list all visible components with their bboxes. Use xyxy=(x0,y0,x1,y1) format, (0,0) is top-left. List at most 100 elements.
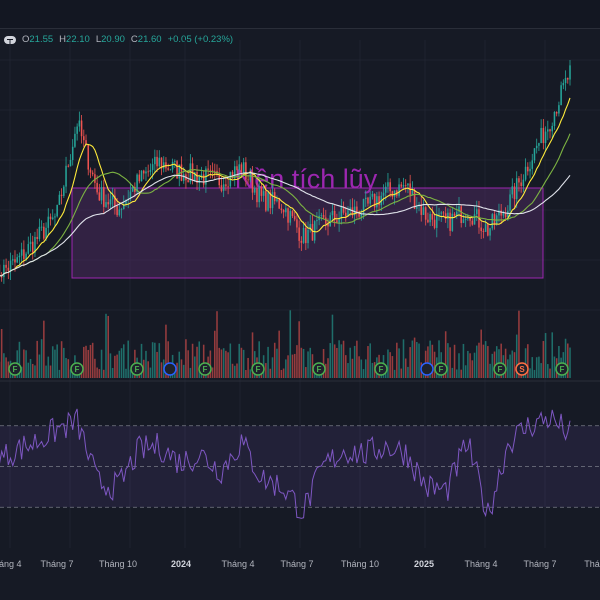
event-marker[interactable]: F xyxy=(312,362,326,376)
candle-body xyxy=(233,166,236,179)
volume-bar xyxy=(265,363,267,378)
volume-bar xyxy=(291,354,294,378)
volume-bar xyxy=(480,329,482,378)
candle-body xyxy=(540,127,542,144)
candle-body xyxy=(402,185,405,187)
candle-body xyxy=(265,191,267,211)
volume-bar xyxy=(125,368,127,378)
event-marker-circle xyxy=(555,362,569,376)
volume-bar xyxy=(447,343,449,378)
volume-bar xyxy=(493,351,496,378)
ma-slow-line xyxy=(0,172,571,277)
volume-bar xyxy=(558,346,560,378)
candle-body xyxy=(522,179,525,187)
candle-body xyxy=(289,211,292,223)
volume-bar xyxy=(38,354,41,378)
event-marker-label: F xyxy=(317,365,322,374)
candle-body xyxy=(391,191,394,197)
candle-body xyxy=(358,212,360,217)
candle-body xyxy=(202,174,205,185)
event-marker[interactable]: F xyxy=(70,362,84,376)
volume-bar xyxy=(129,369,132,378)
x-tick-label: Tháng 10 xyxy=(98,559,138,569)
candle-body xyxy=(331,210,334,216)
volume-bar xyxy=(369,343,371,378)
volume-bar xyxy=(34,365,36,378)
volume-bar xyxy=(276,348,278,378)
volume-bar xyxy=(533,369,536,378)
volume-bar xyxy=(540,363,542,378)
collapse-legend-button[interactable] xyxy=(4,35,16,44)
candle-body xyxy=(336,220,338,223)
event-marker[interactable]: F xyxy=(434,362,448,376)
candle-body xyxy=(23,249,25,259)
event-marker[interactable]: S xyxy=(515,362,529,376)
event-marker[interactable]: F xyxy=(374,362,388,376)
volume-bar xyxy=(287,355,289,378)
candle-body xyxy=(96,182,98,193)
candle-body xyxy=(473,214,476,225)
volume-bar xyxy=(544,333,547,378)
candle-body xyxy=(291,211,294,217)
volume-bar xyxy=(69,369,72,378)
candle-body xyxy=(555,112,558,114)
candle-body xyxy=(136,174,138,192)
event-marker[interactable]: F xyxy=(555,362,569,376)
event-marker[interactable]: F xyxy=(198,362,212,376)
event-marker[interactable]: F xyxy=(8,362,22,376)
minus-icon xyxy=(7,38,13,41)
candle-body xyxy=(500,210,502,216)
volume-bar xyxy=(429,340,431,378)
volume-bar xyxy=(156,351,158,378)
volume-bar xyxy=(413,337,416,378)
candle-body xyxy=(329,215,332,227)
candle-body xyxy=(7,267,10,271)
candle-body xyxy=(438,213,440,215)
volume-bar xyxy=(271,357,274,378)
volume-bar xyxy=(467,350,469,378)
candle-body xyxy=(333,210,336,221)
candle-body xyxy=(436,213,438,228)
event-marker-circle xyxy=(312,362,326,376)
volume-bar xyxy=(0,328,3,378)
volume-bar xyxy=(216,311,218,378)
volume-bar xyxy=(471,360,474,378)
volume-bar xyxy=(45,365,47,378)
event-marker[interactable]: F xyxy=(493,362,507,376)
volume-bar xyxy=(105,313,107,378)
candle-body xyxy=(364,197,367,200)
candle-body xyxy=(176,161,178,179)
volume-bar xyxy=(18,341,21,378)
candle-body xyxy=(94,174,96,183)
volume-bar xyxy=(233,365,236,378)
candle-body xyxy=(507,210,509,218)
volume-bar xyxy=(100,349,103,378)
volume-bar xyxy=(229,343,232,378)
volume-bar xyxy=(402,339,405,378)
event-marker[interactable]: F xyxy=(251,362,265,376)
candle-body xyxy=(36,236,38,239)
candle-body xyxy=(282,209,285,213)
candle-body xyxy=(451,213,454,231)
volume-bar xyxy=(427,346,429,378)
volume-bar xyxy=(187,350,189,378)
event-marker-label: F xyxy=(75,365,80,374)
candle-body xyxy=(34,236,36,253)
event-marker[interactable] xyxy=(163,362,177,376)
volume-bar xyxy=(122,344,125,378)
candle-body xyxy=(200,174,203,177)
candle-body xyxy=(56,204,58,217)
candle-body xyxy=(214,170,216,172)
candle-body xyxy=(251,172,254,193)
candle-body xyxy=(191,163,194,181)
candle-body xyxy=(103,187,105,207)
volume-bar xyxy=(36,340,38,378)
candle-body xyxy=(398,184,400,196)
volume-bar xyxy=(342,340,345,378)
event-marker[interactable] xyxy=(420,362,434,376)
candle-body xyxy=(544,131,547,144)
event-marker[interactable]: F xyxy=(130,362,144,376)
candle-body xyxy=(43,226,45,239)
candle-body xyxy=(271,192,274,209)
